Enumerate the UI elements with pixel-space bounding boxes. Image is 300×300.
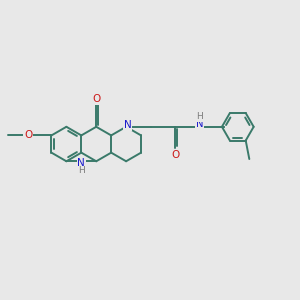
Text: O: O: [92, 94, 100, 104]
Text: N: N: [124, 120, 131, 130]
Text: N: N: [196, 119, 203, 129]
Text: O: O: [24, 130, 32, 140]
Text: H: H: [78, 166, 85, 175]
Text: O: O: [171, 150, 179, 160]
Text: H: H: [196, 112, 203, 121]
Text: N: N: [77, 158, 85, 168]
